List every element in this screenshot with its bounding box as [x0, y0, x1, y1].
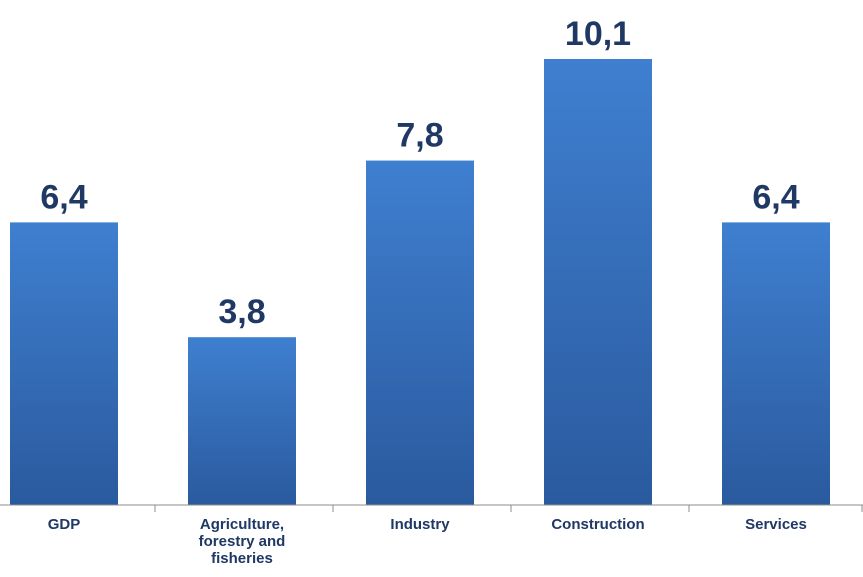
value-label-0: 6,4	[40, 178, 87, 216]
bar-2	[366, 160, 474, 505]
value-label-4: 6,4	[752, 178, 799, 216]
bar-0	[10, 222, 118, 505]
value-label-2: 7,8	[396, 117, 443, 155]
category-label-2: Industry	[390, 516, 450, 533]
bar-4	[722, 222, 830, 505]
x-axis	[0, 504, 863, 512]
bar-1	[188, 337, 296, 505]
bar-3	[544, 59, 652, 505]
category-label-1: Agriculture, forestry and fisheries	[199, 516, 286, 567]
category-label-3: Construction	[551, 516, 644, 533]
value-label-1: 3,8	[218, 293, 265, 331]
value-label-3: 10,1	[565, 15, 631, 53]
bars-group	[10, 59, 830, 505]
category-label-0: GDP	[48, 516, 81, 533]
category-labels-group: GDP Agriculture, forestry and fisheries Indu…	[48, 516, 807, 567]
category-label-4: Services	[745, 516, 807, 533]
value-labels-group: 6,4 3,8 7,8 10,1 6,4	[40, 15, 799, 331]
